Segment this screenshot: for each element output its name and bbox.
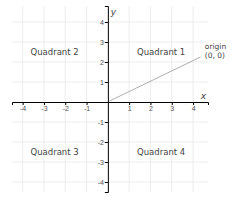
y-tick: -3 [98,159,108,166]
x-axis-label: x [200,91,207,101]
x-tick-label: -2 [63,105,69,112]
y-tick: 2 [100,59,108,66]
y-tick-mark [105,42,108,43]
x-tick: -1 [84,102,90,112]
grid-line-y [12,42,208,43]
text-line: Quadrant 2 [30,47,78,57]
quadrant-label: Quadrant 3 [30,147,78,157]
y-tick-mark [105,82,108,83]
y-tick-mark [105,62,108,63]
text-line: Quadrant 4 [137,147,185,157]
y-tick: 1 [100,79,108,86]
y-tick-label: -2 [98,139,104,146]
grid-line-x [129,6,130,192]
annotation-line [110,57,201,101]
grid-line-x [86,6,87,192]
x-tick-label: -3 [41,105,47,112]
grid-line-x [43,6,44,192]
x-tick-label: 4 [192,105,196,112]
grid [12,6,208,192]
y-tick-mark [105,122,108,123]
plot: -4-3-2-11234-4-3-2-11234xyQuadrant 2Quad… [12,6,226,193]
y-tick-label: 2 [100,59,104,66]
grid-line-x [150,6,151,192]
x-tick: 3 [170,102,174,112]
quadrant-label: Quadrant 4 [137,147,185,157]
x-tick-label: 3 [170,105,174,112]
x-tick: -4 [20,102,26,112]
grid-line-x [22,6,23,192]
x-tick: -2 [63,102,69,112]
x-tick-label: 2 [149,105,153,112]
y-tick: -4 [98,179,108,186]
x-tick-label: -4 [20,105,26,112]
text-line: Quadrant 3 [30,147,78,157]
y-tick: 4 [100,19,108,26]
y-tick: -1 [98,119,108,126]
x-tick: 1 [128,102,132,112]
y-tick-label: 3 [100,39,104,46]
grid-line-y [12,62,208,63]
grid-line-y [12,122,208,123]
y-axis-line [105,7,109,193]
y-tick-label: -4 [98,179,104,186]
grid-line-x [65,6,66,192]
text-line: Quadrant 1 [137,47,185,57]
text-line: (0, 0) [205,51,225,60]
y-tick-mark [105,162,108,163]
y-tick-mark [105,22,108,23]
y-tick-label: 4 [100,19,104,26]
chart: -4-3-2-11234-4-3-2-11234xyQuadrant 2Quad… [0,0,250,200]
y-tick-label: -1 [98,119,104,126]
grid-line-y [12,82,208,83]
y-axis-label: y [110,7,117,17]
x-tick: 4 [192,102,196,112]
grid-line-y [12,142,208,143]
x-tick: 2 [149,102,153,112]
grid-line-x [193,6,194,192]
y-axis: -4 -3 -2 -1 1 2 3 4 [98,7,109,193]
y-tick: 3 [100,39,108,46]
x-tick: -3 [41,102,47,112]
origin-label: origin(0, 0) [205,42,227,60]
x-axis: -4 -3 -2 -1 1 2 3 4 [13,102,209,112]
texts: x y Quadrant 2 Quadrant 1 Quadrant 3 Quadrant… [30,7,226,157]
y-tick-label: -3 [98,159,104,166]
y-tick-mark [105,182,108,183]
quadrant-label: Quadrant 2 [30,47,78,57]
x-tick-label: -1 [84,105,90,112]
y-tick-mark [105,142,108,143]
y-tick-label: 1 [100,79,104,86]
quadrant-label: Quadrant 1 [137,47,185,57]
marks [110,57,201,101]
grid-line-x [171,6,172,192]
x-tick-label: 1 [128,105,132,112]
grid-line-y [12,162,208,163]
grid-line-y [12,22,208,23]
y-tick: -2 [98,139,108,146]
grid-line-y [12,182,208,183]
